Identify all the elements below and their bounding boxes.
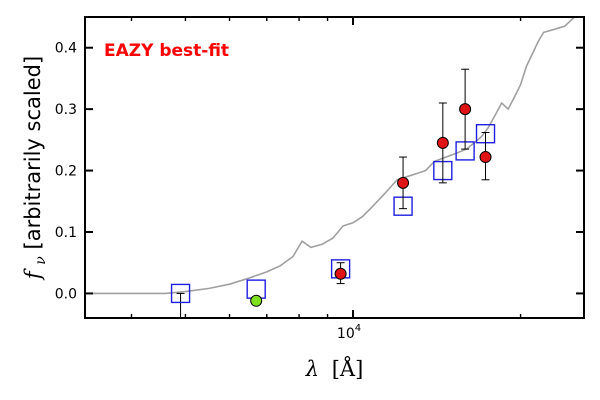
y-axis-label: f ν [arbitrarily scaled]	[21, 56, 50, 281]
y-axis-symbol: f	[21, 268, 45, 281]
y-tick-label: 0.2	[55, 164, 77, 180]
detection-point	[397, 176, 410, 189]
x-axis-unit: [Å]	[332, 356, 364, 381]
detection-point	[334, 267, 347, 280]
model-flux-square	[170, 283, 191, 304]
y-tick-label: 0.1	[55, 225, 77, 241]
detection-point	[436, 136, 449, 149]
x-axis-symbol: λ	[305, 357, 319, 381]
x-tick-label: 104	[337, 323, 361, 342]
y-tick-label: 0.3	[55, 102, 77, 118]
plot-area	[85, 16, 584, 318]
y-tick-label: 0.0	[55, 286, 77, 302]
eazy-best-fit-annotation: EAZY best-fit	[104, 41, 229, 61]
y-axis-subscript: ν	[33, 256, 49, 265]
template-sed-line	[85, 16, 584, 295]
y-axis-label-rest: [arbitrarily scaled]	[21, 56, 45, 250]
detection-point	[459, 103, 472, 116]
upper-limit-point	[250, 294, 263, 307]
x-tick-label-base: 10	[337, 326, 355, 342]
x-axis-label: λ [Å]	[305, 356, 364, 381]
plot-frame	[84, 16, 585, 319]
axis-ticks: 0.0 0.1 0.2 0.3 0.4 104	[55, 17, 584, 342]
detection-point	[479, 151, 492, 164]
y-tick-label: 0.4	[55, 41, 77, 57]
x-tick-label-exponent: 4	[355, 323, 361, 334]
